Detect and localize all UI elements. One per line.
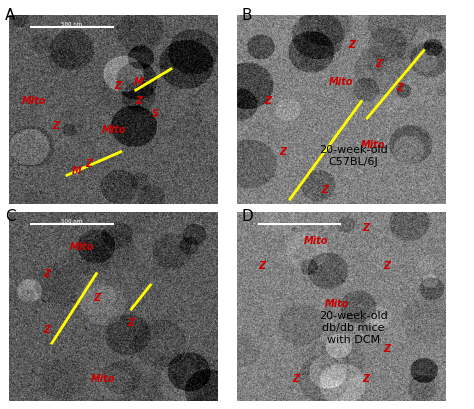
Text: M: M bbox=[72, 166, 81, 175]
Text: Mito: Mito bbox=[360, 139, 385, 149]
Text: Mito: Mito bbox=[325, 298, 349, 308]
Text: Z: Z bbox=[279, 147, 286, 157]
Text: Z: Z bbox=[383, 261, 391, 270]
Text: 20-week-old
C57BL/6J: 20-week-old C57BL/6J bbox=[319, 145, 388, 166]
Text: M: M bbox=[134, 77, 144, 87]
Text: B: B bbox=[242, 8, 252, 23]
Text: Z: Z bbox=[127, 317, 134, 327]
Text: 500 nm: 500 nm bbox=[62, 218, 82, 223]
Text: Z: Z bbox=[375, 58, 383, 68]
Text: Z: Z bbox=[264, 96, 272, 106]
Text: Mito: Mito bbox=[22, 96, 47, 106]
Text: Z: Z bbox=[396, 83, 403, 93]
Text: Mito: Mito bbox=[304, 236, 328, 246]
Text: 500 nm: 500 nm bbox=[62, 22, 82, 27]
Text: Z: Z bbox=[85, 158, 92, 168]
Text: Z: Z bbox=[321, 184, 328, 194]
Text: Mito: Mito bbox=[329, 77, 354, 87]
Text: A: A bbox=[5, 8, 15, 23]
Text: C: C bbox=[5, 209, 15, 224]
Text: S: S bbox=[152, 109, 159, 119]
Text: 20-week-old
db/db mice
with DCM: 20-week-old db/db mice with DCM bbox=[319, 311, 388, 344]
Text: Z: Z bbox=[258, 261, 265, 270]
Text: Z: Z bbox=[292, 373, 299, 383]
Text: Z: Z bbox=[52, 121, 59, 130]
Text: Z: Z bbox=[44, 268, 51, 278]
Text: Z: Z bbox=[363, 223, 370, 233]
Text: Mito: Mito bbox=[70, 242, 95, 252]
Text: Z: Z bbox=[348, 40, 356, 49]
Text: Z: Z bbox=[383, 343, 391, 353]
Text: Z: Z bbox=[44, 324, 51, 334]
Text: Z: Z bbox=[135, 96, 142, 106]
Text: Z: Z bbox=[363, 373, 370, 383]
Text: D: D bbox=[242, 209, 254, 224]
Text: Mito: Mito bbox=[91, 373, 116, 383]
Text: Mito: Mito bbox=[101, 124, 126, 134]
Text: Z: Z bbox=[93, 292, 100, 302]
Text: Z: Z bbox=[114, 81, 121, 91]
